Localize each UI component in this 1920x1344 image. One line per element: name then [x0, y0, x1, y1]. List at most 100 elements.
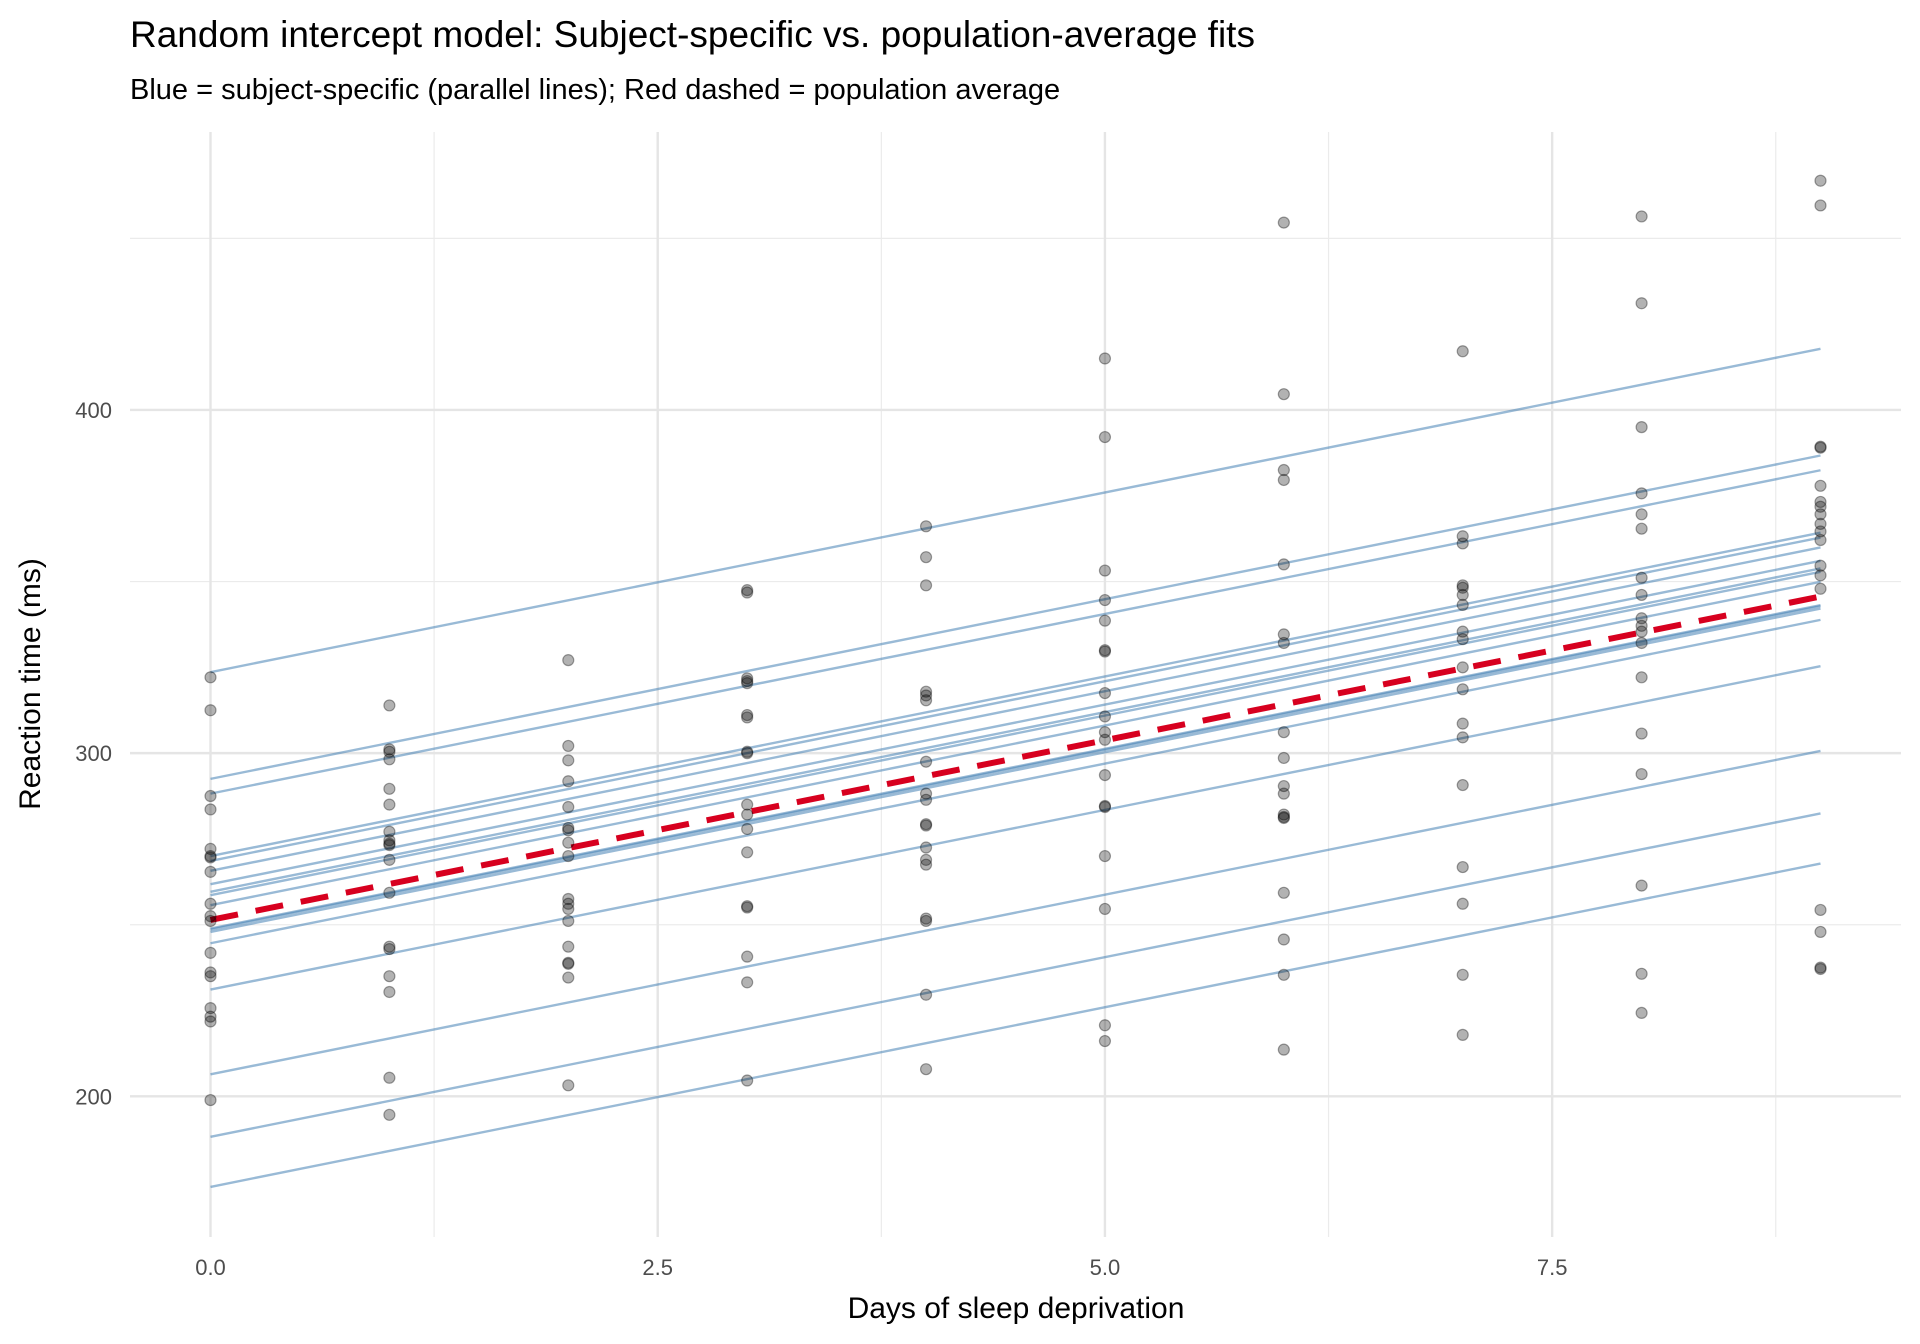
data-point — [1814, 441, 1827, 454]
points — [204, 174, 1827, 1121]
data-point — [919, 755, 933, 768]
data-point — [1635, 727, 1648, 740]
data-point — [562, 754, 575, 767]
data-point — [1635, 508, 1648, 521]
data-point — [1635, 636, 1648, 650]
x-tick-label: 5.0 — [1090, 1255, 1121, 1280]
data-point — [562, 971, 575, 984]
data-point — [919, 858, 933, 871]
subject-lines — [210, 347, 1821, 1189]
data-point — [919, 1063, 933, 1076]
data-point — [1098, 564, 1112, 577]
subject-line — [210, 531, 1821, 858]
subject-line — [210, 604, 1821, 931]
y-tick-label: 400 — [75, 398, 112, 423]
data-point — [1098, 799, 1112, 813]
data-point — [1814, 903, 1827, 917]
data-point — [383, 985, 396, 999]
data-point — [1635, 588, 1648, 602]
data-point — [1098, 614, 1112, 627]
data-point — [383, 1108, 396, 1121]
data-point — [383, 798, 396, 811]
data-point — [1814, 525, 1827, 538]
data-point — [741, 950, 754, 963]
data-point — [383, 743, 396, 756]
data-point — [1635, 879, 1648, 892]
data-point — [741, 976, 754, 989]
data-point — [562, 849, 575, 863]
data-point — [562, 775, 575, 788]
y-axis-title: Reaction time (ms) — [14, 558, 47, 810]
data-point — [1814, 508, 1827, 521]
data-point — [562, 824, 575, 837]
data-point — [919, 689, 933, 702]
grid — [130, 132, 1901, 1237]
data-point — [1277, 726, 1290, 739]
subject-line — [210, 567, 1821, 893]
data-point — [562, 821, 575, 835]
data-point — [919, 841, 933, 854]
data-point — [741, 674, 754, 688]
x-tick-label: 0.0 — [195, 1255, 226, 1280]
data-point — [1814, 559, 1827, 572]
data-point — [1098, 726, 1112, 739]
data-point — [1098, 1034, 1112, 1048]
data-point — [1098, 902, 1112, 916]
data-point — [383, 745, 396, 758]
data-point — [1456, 581, 1469, 594]
data-point — [741, 822, 754, 836]
data-point — [204, 1093, 217, 1107]
data-point — [562, 800, 575, 814]
data-point — [741, 677, 754, 690]
subject-line — [210, 812, 1821, 1138]
data-point — [562, 739, 575, 753]
data-point — [562, 914, 575, 928]
subject-line — [210, 454, 1821, 781]
data-point — [1277, 779, 1290, 793]
data-point — [1814, 174, 1827, 187]
data-point — [1814, 479, 1827, 492]
population-average-line — [209, 593, 1822, 923]
data-point — [919, 818, 933, 831]
data-point — [1635, 421, 1648, 434]
data-point — [919, 819, 933, 832]
data-point — [919, 520, 933, 533]
subject-line — [210, 559, 1821, 886]
data-point — [919, 793, 933, 806]
data-point — [741, 846, 754, 859]
data-point — [1635, 967, 1648, 980]
data-point — [741, 901, 754, 914]
data-point — [1456, 683, 1469, 696]
data-point — [204, 914, 217, 928]
data-point — [741, 708, 754, 722]
data-point — [562, 892, 575, 906]
subject-line — [210, 607, 1821, 934]
data-point — [562, 957, 575, 970]
subject-line — [210, 862, 1821, 1189]
data-point — [1814, 925, 1827, 939]
data-point — [1635, 487, 1648, 500]
y-axis-ticks: 200 300 400 — [75, 398, 112, 1109]
data-point — [919, 685, 933, 698]
data-point — [204, 966, 217, 979]
data-point — [1635, 1006, 1648, 1020]
data-point — [1814, 569, 1827, 582]
data-point — [741, 1074, 754, 1087]
population-line-group — [209, 593, 1822, 923]
data-point — [204, 865, 217, 878]
data-point — [1277, 558, 1290, 571]
data-point — [1277, 1043, 1290, 1056]
data-point — [1098, 733, 1112, 746]
data-point — [919, 787, 933, 800]
data-point — [1277, 787, 1290, 800]
data-point — [1635, 522, 1648, 535]
data-point — [562, 836, 575, 849]
data-point — [1277, 636, 1290, 650]
data-point — [1814, 495, 1827, 509]
data-point — [1098, 800, 1112, 814]
data-point — [562, 897, 575, 910]
subject-line — [210, 536, 1821, 863]
data-point — [204, 1015, 217, 1028]
x-tick-label: 7.5 — [1537, 1255, 1568, 1280]
data-point — [383, 886, 396, 899]
